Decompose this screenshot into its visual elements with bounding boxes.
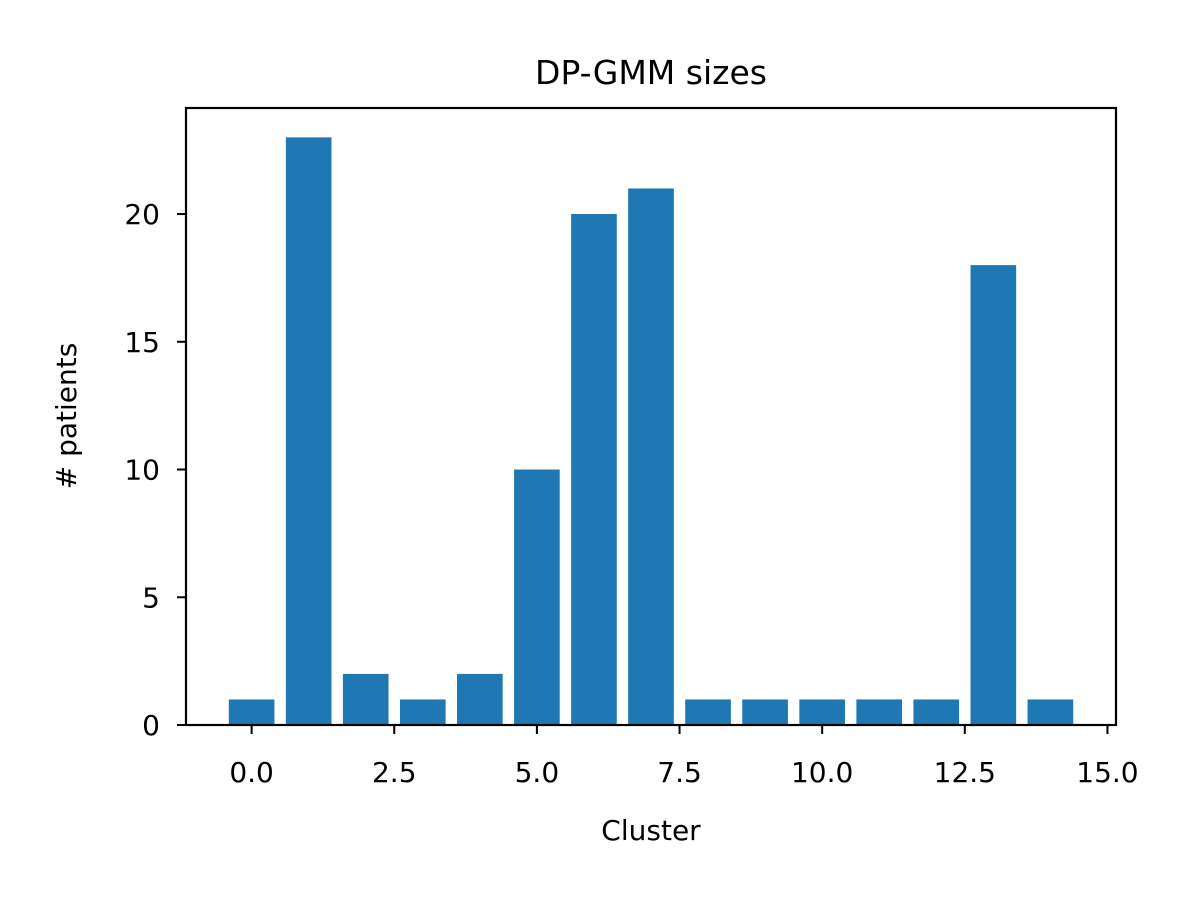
x-tick-label: 5.0 xyxy=(515,756,560,789)
bar-cluster-11 xyxy=(856,699,903,725)
y-tick-label: 20 xyxy=(124,198,160,231)
y-axis-label: # patients xyxy=(50,343,83,490)
x-tick-label: 0.0 xyxy=(229,756,274,789)
bar-cluster-5 xyxy=(514,469,560,725)
x-tick-label: 7.5 xyxy=(657,756,702,789)
y-tick-label: 5 xyxy=(142,581,160,614)
bar-cluster-9 xyxy=(742,699,788,725)
bars-group xyxy=(228,137,1074,725)
y-tick-label: 0 xyxy=(142,709,160,742)
bar-cluster-13 xyxy=(970,265,1017,725)
bar-cluster-8 xyxy=(685,699,731,725)
bar-cluster-0 xyxy=(228,699,275,725)
bar-cluster-3 xyxy=(399,699,446,725)
y-axis-ticks: 0 5 10 15 20 xyxy=(124,198,186,742)
chart-title: DP-GMM sizes xyxy=(535,53,767,92)
bar-cluster-10 xyxy=(799,699,845,725)
x-tick-label: 12.5 xyxy=(934,756,996,789)
plot-frame xyxy=(184,106,1118,727)
x-axis-label: Cluster xyxy=(601,814,701,847)
bar-cluster-7 xyxy=(628,188,674,725)
bar-cluster-1 xyxy=(285,137,332,725)
bar-cluster-2 xyxy=(342,673,389,725)
bar-cluster-6 xyxy=(571,214,617,725)
bar-cluster-4 xyxy=(457,673,503,725)
bar-cluster-14 xyxy=(1027,699,1074,725)
x-tick-label: 15.0 xyxy=(1076,756,1138,789)
y-tick-label: 15 xyxy=(124,326,160,359)
x-axis-ticks: 0.0 2.5 5.0 7.5 10.0 12.5 15.0 xyxy=(229,725,1139,789)
y-tick-label: 10 xyxy=(124,454,160,487)
bar-cluster-12 xyxy=(913,699,960,725)
x-tick-label: 10.0 xyxy=(791,756,853,789)
x-tick-label: 2.5 xyxy=(372,756,417,789)
